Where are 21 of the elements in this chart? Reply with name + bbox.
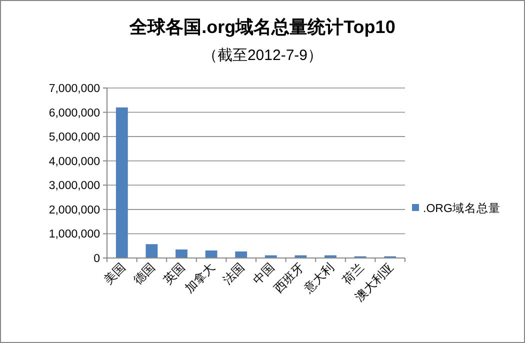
y-tick-label: 4,000,000 bbox=[48, 156, 100, 168]
chart-subtitle: （截至2012-7-9） bbox=[202, 47, 323, 64]
y-tick-label: 3,000,000 bbox=[48, 180, 100, 192]
bar bbox=[176, 250, 188, 258]
y-tick-label: 1,000,000 bbox=[48, 228, 100, 241]
x-tick-label: 荷兰 bbox=[340, 260, 366, 288]
y-tick-label: 5,000,000 bbox=[48, 132, 100, 144]
y-tick-label: 0 bbox=[94, 253, 100, 266]
x-tick-label: 美国 bbox=[101, 260, 128, 288]
bar bbox=[146, 244, 158, 258]
bar bbox=[235, 251, 248, 258]
bar bbox=[116, 107, 128, 258]
legend-label: .ORG域名总量 bbox=[423, 202, 500, 216]
chart-title: 全球各国.org域名总量统计Top10 bbox=[128, 17, 396, 37]
y-tick-label: 2,000,000 bbox=[48, 204, 100, 216]
bar bbox=[205, 250, 218, 258]
x-tick-label: 法国 bbox=[220, 260, 248, 288]
x-tick-label: 意大利 bbox=[300, 260, 337, 296]
x-tick-label: 德国 bbox=[130, 260, 158, 288]
y-tick-label: 6,000,000 bbox=[48, 107, 100, 120]
y-tick-label: 7,000,000 bbox=[48, 83, 100, 96]
